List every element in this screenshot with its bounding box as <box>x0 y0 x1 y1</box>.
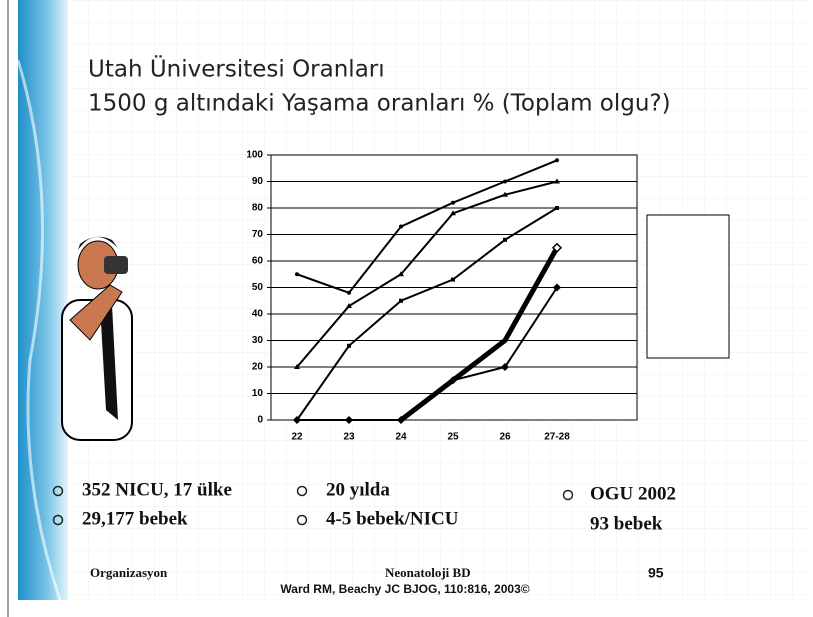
title: 1500 g altındaki Yaşama oranları % (Topl… <box>88 91 671 117</box>
y-tick-label: 40 <box>252 309 264 320</box>
marker <box>399 299 403 303</box>
x-tick-label: 26 <box>499 432 511 443</box>
marker <box>452 379 454 381</box>
marker <box>503 238 507 242</box>
marker <box>451 278 455 282</box>
y-tick-label: 60 <box>252 256 264 267</box>
y-tick-label: 70 <box>252 229 264 240</box>
title: Utah Üniversitesi Oranları <box>88 55 385 83</box>
bullet: 352 NICU, 17 ülke <box>82 479 232 500</box>
marker <box>295 418 299 422</box>
marker <box>399 225 403 229</box>
marker <box>400 419 402 421</box>
bullet: OGU 2002 <box>590 483 676 504</box>
x-tick-label: 22 <box>291 432 303 443</box>
y-tick-label: 0 <box>257 415 263 426</box>
marker <box>504 340 506 342</box>
marker <box>347 344 351 348</box>
y-tick-label: 100 <box>246 150 263 161</box>
marker <box>451 201 455 205</box>
y-tick-label: 10 <box>252 388 264 399</box>
marker <box>503 180 507 184</box>
slide: Utah Üniversitesi Oranları 1500 g altınd… <box>0 0 813 617</box>
source: Ward RM, Beachy JC BJOG, 110:816, 2003© <box>280 582 529 596</box>
footer-left: Organizasyon <box>90 565 168 580</box>
bullet: 20 yılda <box>326 479 390 500</box>
x-tick-label: 23 <box>343 432 355 443</box>
x-tick-label: 25 <box>447 432 459 443</box>
y-tick-label: 20 <box>252 362 264 373</box>
x-tick-label: 24 <box>395 432 407 443</box>
footer-center: Neonatoloji BD <box>385 565 471 580</box>
marker <box>555 206 559 210</box>
y-tick-label: 30 <box>252 335 264 346</box>
y-tick-label: 90 <box>252 176 264 187</box>
bullet: 4-5 bebek/NICU <box>326 508 459 529</box>
note: 93 bebek <box>590 513 663 534</box>
legend <box>647 215 729 358</box>
y-tick-label: 80 <box>252 203 264 214</box>
x-tick-label: 27-28 <box>544 432 570 443</box>
marker <box>347 291 351 295</box>
y-tick-label: 50 <box>252 282 264 293</box>
page: Utah Üniversitesi Oranları 1500 g altınd… <box>0 0 813 617</box>
page-number: 95 <box>648 565 664 581</box>
bullet: 29,177 bebek <box>82 508 188 529</box>
marker <box>555 158 559 162</box>
marker <box>295 272 299 276</box>
